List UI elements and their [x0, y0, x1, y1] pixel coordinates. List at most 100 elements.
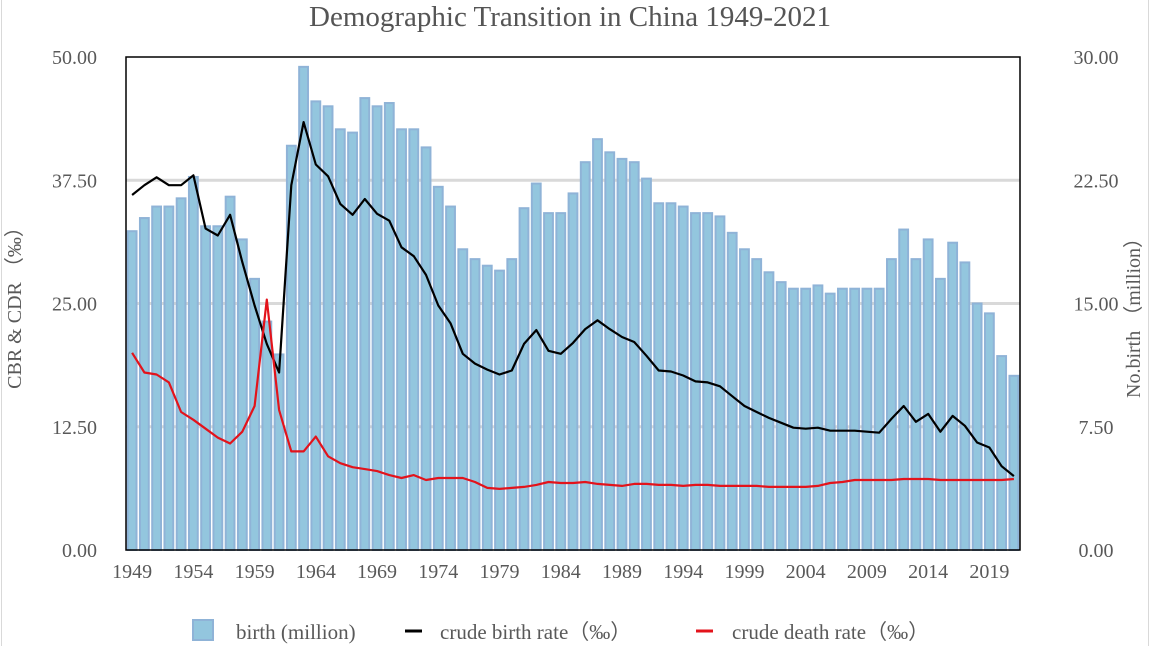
- bar-2006: [824, 292, 836, 551]
- left-tick-label: 25.00: [52, 294, 97, 316]
- right-tick-label: 0.00: [1079, 540, 1114, 562]
- bar-2007: [837, 287, 848, 551]
- bar-1991: [641, 177, 652, 552]
- x-tick-label: 1969: [357, 561, 397, 583]
- bar-1958: [236, 238, 248, 551]
- bar-1997: [714, 215, 726, 552]
- bar-1955: [200, 225, 212, 551]
- bar-1962: [285, 144, 297, 552]
- bar-1985: [567, 192, 579, 551]
- x-tick-label: 2009: [847, 561, 887, 583]
- bar-2009: [861, 287, 873, 551]
- x-tick-label: 1984: [541, 561, 581, 583]
- bar-2005: [812, 284, 824, 551]
- bar-1970: [383, 102, 395, 551]
- right-axis-ticks: 0.00 7.50 15.00 22.50 30.00: [1074, 47, 1119, 562]
- x-tick-label: 1954: [173, 561, 213, 583]
- bar-2003: [788, 287, 799, 551]
- x-tick-label: 1949: [112, 561, 152, 583]
- bar-1954: [187, 175, 199, 551]
- left-tick-label: 37.50: [52, 170, 97, 192]
- bar-2018: [971, 302, 983, 551]
- bar-1974: [432, 185, 444, 551]
- bar-1994: [677, 205, 689, 551]
- plot-area-border: [125, 56, 1021, 551]
- x-tick-label: 1989: [602, 561, 642, 583]
- legend-item-births[interactable]: birth (million): [192, 619, 356, 644]
- bar-1999: [739, 248, 750, 552]
- bar-1957: [224, 195, 236, 552]
- bar-1950: [138, 217, 150, 551]
- bar-1973: [420, 146, 432, 551]
- bar-1952: [163, 205, 175, 551]
- bar-1978: [481, 264, 493, 551]
- left-tick-label: 12.50: [52, 417, 97, 439]
- bar-1987: [592, 138, 603, 552]
- bar-1982: [530, 182, 542, 552]
- x-tick-label: 2019: [969, 561, 1009, 583]
- bar-2000: [751, 258, 763, 551]
- bar-1971: [396, 128, 407, 551]
- bar-1968: [359, 97, 371, 551]
- bar-1967: [347, 131, 358, 552]
- left-tick-label: 50.00: [52, 47, 97, 69]
- bar-1993: [665, 202, 677, 552]
- x-tick-label: 1959: [235, 561, 275, 583]
- bar-1951: [151, 205, 163, 551]
- right-tick-label: 30.00: [1074, 47, 1119, 69]
- x-tick-label: 1994: [663, 561, 703, 583]
- left-border: [1, 0, 2, 646]
- bar-1976: [457, 248, 469, 552]
- x-tick-label: 1964: [296, 561, 336, 583]
- bar-1949: [126, 230, 138, 551]
- death-rate-line: [131, 298, 1014, 490]
- x-tick-label: 1979: [480, 561, 520, 583]
- bar-2013: [910, 258, 922, 551]
- bar-1953: [175, 197, 187, 551]
- left-axis-title: CBR & CDR （‰）: [3, 217, 26, 389]
- chart-title: Demographic Transition in China 1949-202…: [309, 1, 831, 33]
- right-tick-label: 7.50: [1079, 417, 1114, 439]
- birth-rate-line: [131, 120, 1015, 477]
- bar-1989: [616, 157, 628, 552]
- legend-item-death-rate[interactable]: crude death rate（‰）: [696, 620, 929, 644]
- bar-1972: [408, 128, 420, 551]
- legend: birth (million) crude birth rate（‰） crud…: [192, 619, 929, 644]
- bar-1986: [579, 161, 591, 551]
- bar-1979: [494, 269, 505, 551]
- bar-2012: [898, 228, 910, 552]
- bar-1956: [212, 225, 224, 551]
- bar-1998: [726, 231, 738, 551]
- bar-2010: [873, 287, 885, 551]
- bar-2014: [922, 238, 934, 551]
- right-axis-title: No.birth （million）: [1122, 228, 1145, 398]
- bar-1984: [555, 212, 567, 551]
- legend-item-birth-rate[interactable]: crude birth rate（‰）: [405, 620, 631, 644]
- bar-1983: [543, 212, 554, 551]
- bar-2015: [934, 277, 946, 551]
- right-border: [1148, 0, 1149, 646]
- x-axis-ticks: 1949 1954 1959 1964 1969 1974 1979 1984 1989 1994…: [112, 561, 1009, 583]
- bar-2008: [849, 287, 861, 551]
- bar-1977: [469, 258, 481, 551]
- bar-1975: [445, 205, 456, 551]
- bar-2011: [886, 258, 897, 551]
- legend-square-icon: [192, 619, 214, 641]
- bar-2019: [983, 312, 995, 551]
- bar-1992: [653, 202, 665, 552]
- legend-label-births: birth (million): [236, 620, 356, 644]
- bar-1981: [518, 207, 530, 551]
- bar-2021: [1008, 374, 1020, 551]
- x-tick-label: 1974: [418, 561, 458, 583]
- bar-1966: [334, 128, 346, 551]
- bar-1980: [506, 258, 518, 551]
- bar-1960: [261, 320, 273, 551]
- right-tick-label: 22.50: [1074, 170, 1119, 192]
- bar-1969: [371, 105, 383, 552]
- x-tick-label: 2014: [908, 561, 948, 583]
- bar-1990: [628, 161, 640, 551]
- left-tick-label: 0.00: [62, 540, 97, 562]
- bar-2016: [947, 241, 959, 552]
- bar-2020: [996, 355, 1008, 551]
